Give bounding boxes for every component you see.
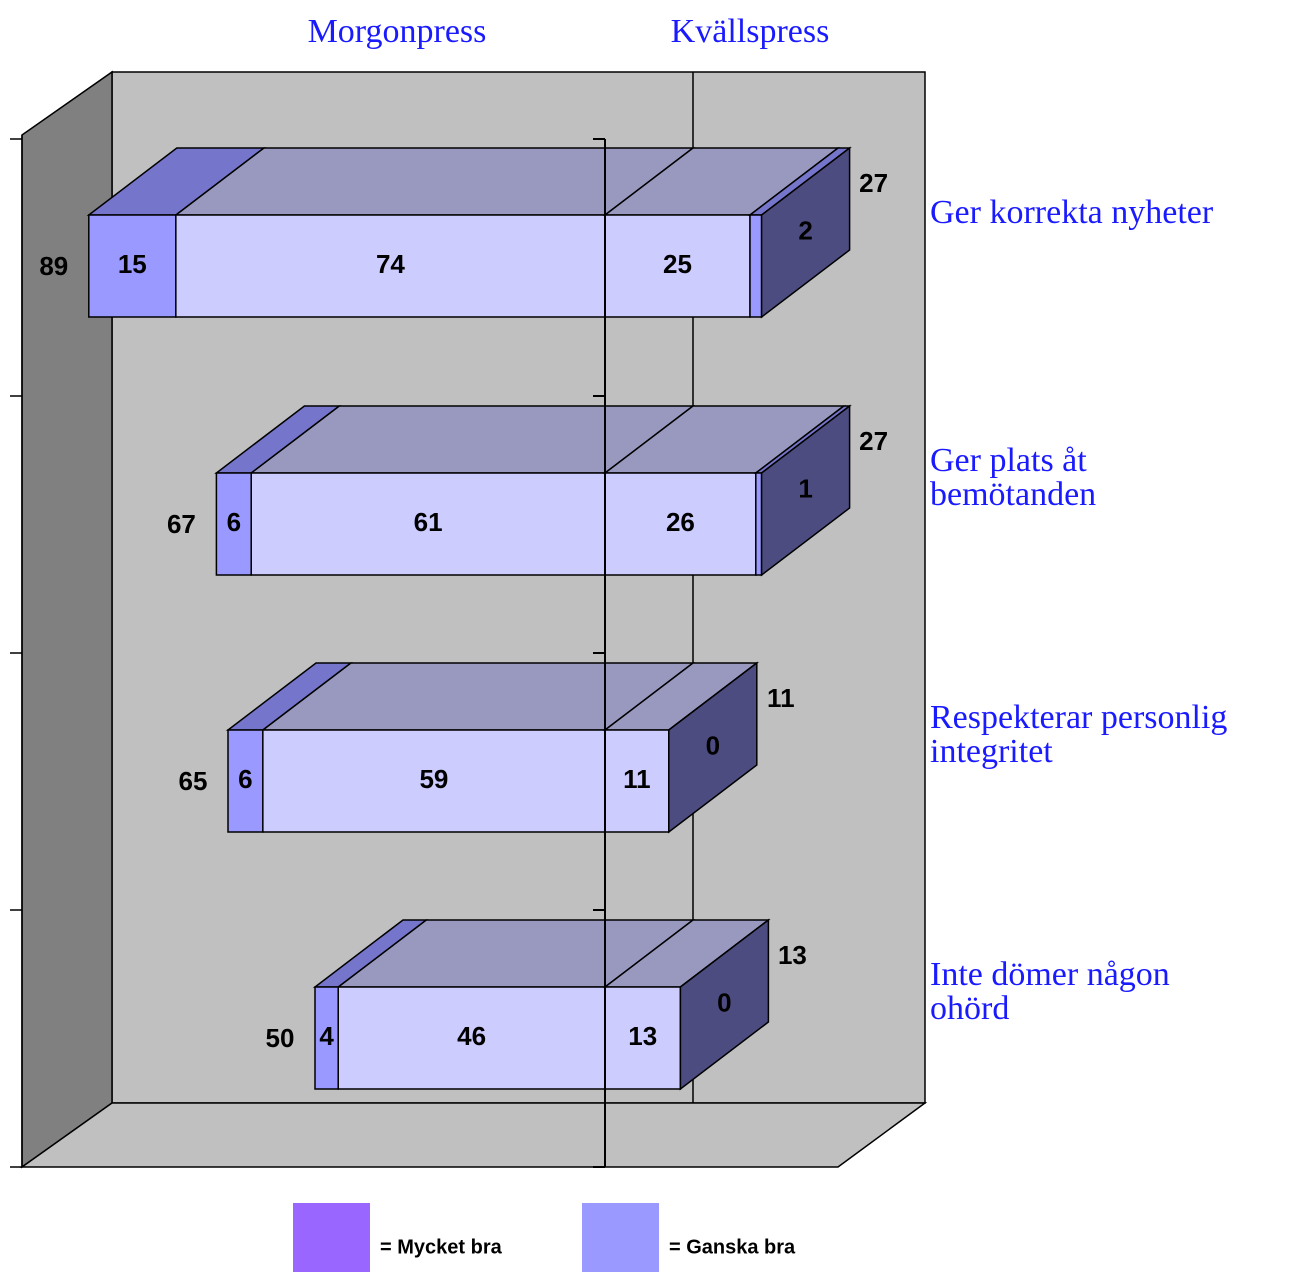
value-label: 25	[663, 249, 692, 279]
value-label: 61	[414, 507, 443, 537]
bar	[755, 472, 763, 576]
category-label: Ger plats åt	[930, 442, 1087, 479]
value-label: 46	[457, 1021, 486, 1051]
legend-swatch	[293, 1203, 370, 1272]
value-label: 13	[628, 1021, 657, 1051]
value-label: 0	[706, 730, 720, 760]
category-label: ohörd	[930, 990, 1009, 1027]
bar-end	[760, 146, 851, 319]
bar	[262, 729, 606, 833]
legend-label: = Ganska bra	[669, 1236, 796, 1258]
category-label: bemötanden	[930, 476, 1096, 513]
value-label: 74	[376, 249, 405, 279]
value-label: 2	[798, 215, 812, 245]
legend-label: = Mycket bra	[380, 1236, 503, 1258]
bar	[175, 214, 606, 318]
category-label: Respekterar personlig	[930, 699, 1227, 736]
value-label: 59	[419, 764, 448, 794]
group-label: Kvällspress	[671, 13, 830, 50]
bar	[227, 729, 264, 833]
left-axis	[10, 135, 23, 1168]
bar	[314, 986, 339, 1090]
floor	[19, 1102, 928, 1168]
category-label: integritet	[930, 733, 1053, 770]
bar	[88, 214, 177, 318]
value-label: 1	[798, 473, 812, 503]
total-label: 11	[767, 683, 795, 713]
bar	[604, 986, 682, 1090]
total-label: 27	[859, 426, 888, 456]
bar-top	[173, 147, 696, 216]
bar	[215, 472, 252, 576]
total-label: 13	[778, 940, 807, 970]
value-label: 26	[666, 507, 695, 537]
value-label: 0	[717, 987, 731, 1017]
bar-end	[668, 661, 758, 834]
value-label: 11	[623, 764, 651, 794]
total-label: 67	[167, 509, 196, 539]
value-label: 6	[238, 764, 252, 794]
total-label: 50	[266, 1023, 295, 1053]
bar-end	[760, 404, 851, 577]
bar	[604, 472, 757, 576]
total-label: 27	[859, 168, 888, 198]
total-label: 65	[179, 766, 208, 796]
group-label: Morgonpress	[308, 13, 487, 50]
bar-end	[679, 918, 770, 1091]
value-label: 15	[118, 249, 147, 279]
bar	[749, 214, 763, 318]
bar	[604, 214, 751, 318]
bars: 74 15 25 2 89 27 61 6 26 1 67 27 59 6 11 0 65 11 46 4 13 0 50 1…	[39, 146, 888, 1091]
legend-swatch	[582, 1203, 659, 1272]
value-label: 4	[319, 1021, 334, 1051]
value-label: 6	[227, 507, 241, 537]
total-label: 89	[39, 251, 68, 281]
category-label: Inte dömer någon	[930, 956, 1170, 993]
bar	[337, 986, 606, 1090]
category-label: Ger korrekta nyheter	[930, 194, 1214, 231]
center-axis	[593, 138, 606, 1168]
